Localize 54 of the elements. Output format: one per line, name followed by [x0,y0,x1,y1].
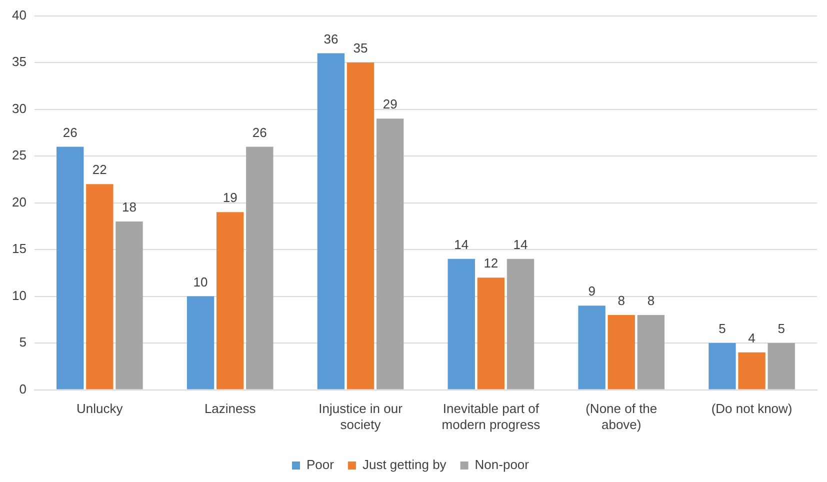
data-label: 9 [588,284,596,299]
data-label: 35 [353,40,368,56]
x-tick-label: Unlucky [76,401,124,416]
data-label: 5 [778,321,785,336]
bar [216,212,244,390]
legend-label: Poor [306,457,335,472]
x-tick-label: (None of the above) [586,401,658,432]
y-tick-label: 0 [19,381,26,396]
y-tick-label: 5 [19,334,26,350]
bar [768,343,795,390]
bar [376,118,404,390]
data-label: 19 [222,190,238,206]
data-label: 12 [484,256,498,271]
bar [578,306,606,390]
data-label: 36 [324,31,338,46]
y-tick-label: 20 [12,194,26,210]
bar [506,258,534,390]
bar [608,315,635,390]
x-tick-label: Injustice in our society [318,401,404,432]
data-label: 4 [748,330,756,346]
data-label: 8 [647,293,655,308]
x-tick-label: (Do not know) [711,401,792,416]
bar [116,222,143,390]
bar [56,146,84,390]
bar [738,352,766,390]
bar [708,343,736,390]
bar [86,184,114,390]
y-tick-label: 25 [12,148,26,163]
legend-label: Non-poor [474,457,530,472]
data-label: 26 [252,124,267,140]
data-label: 10 [193,274,208,290]
bar [637,315,665,390]
data-label: 29 [382,96,398,112]
bar [186,296,214,390]
y-tick-label: 35 [12,54,26,70]
data-label: 26 [62,124,78,140]
bar [317,53,345,390]
data-label: 14 [454,236,469,252]
data-label: 18 [122,200,136,215]
data-label: 5 [718,321,726,336]
legend-label: Just getting by [362,457,447,472]
data-label: 8 [618,293,625,308]
bar [346,62,374,390]
bar [477,278,505,390]
y-tick-label: 15 [12,241,26,256]
y-tick-label: 10 [12,288,26,303]
bar [448,258,475,390]
y-tick-label: 40 [12,7,26,22]
bar [246,146,274,390]
data-label: 14 [513,236,528,252]
x-tick-label: Inevitable part of modern progress [442,401,541,432]
data-label: 22 [92,162,107,178]
x-tick-label: Laziness [204,401,256,416]
y-tick-label: 30 [12,100,26,116]
